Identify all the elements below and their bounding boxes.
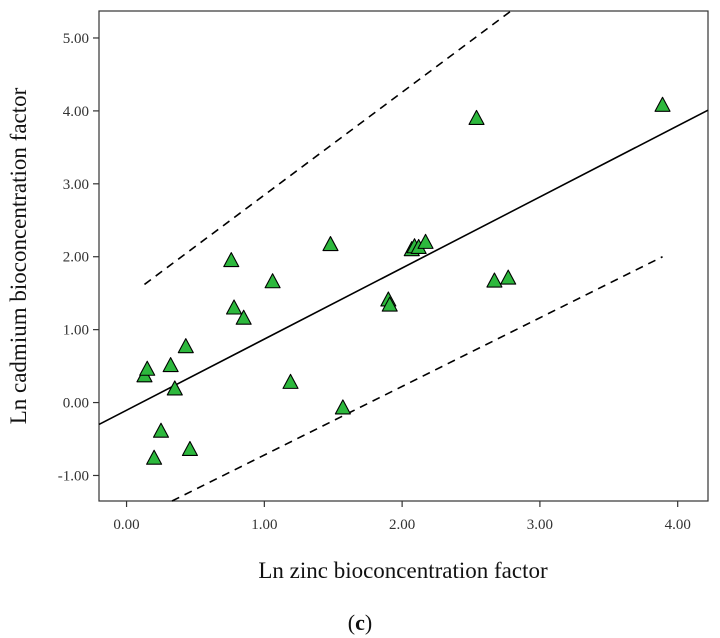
x-axis-label: Ln zinc bioconcentration factor — [258, 558, 548, 583]
data-point — [181, 440, 198, 457]
data-point — [486, 272, 503, 288]
x-tick-label: 4.00 — [665, 517, 691, 533]
data-point — [177, 338, 194, 354]
data-point — [334, 399, 351, 415]
data-point — [162, 357, 179, 373]
y-tick-label: 3.00 — [63, 177, 89, 193]
y-tick-label: 4.00 — [63, 104, 89, 120]
x-tick-label: 3.00 — [527, 517, 553, 533]
plot-frame — [98, 10, 709, 502]
regression-line — [98, 109, 709, 426]
data-point — [654, 96, 671, 112]
data-point — [235, 309, 252, 325]
axis-ticks: 0.00 1.00 2.00 3.00 4.00 -1.00 0.00 1.00 2.00 3.0… — [58, 31, 691, 533]
data-point — [223, 252, 240, 268]
data-point — [417, 233, 434, 249]
x-tick-label: 0.00 — [113, 517, 139, 533]
data-point — [468, 109, 485, 125]
y-tick-label: -1.00 — [58, 468, 89, 484]
data-points — [136, 96, 671, 465]
data-point — [139, 360, 156, 376]
data-point — [322, 236, 339, 252]
x-tick-label: 2.00 — [389, 517, 415, 533]
data-point — [166, 380, 183, 396]
y-tick-label: 5.00 — [63, 31, 89, 47]
data-point — [264, 273, 281, 289]
y-tick-label: 0.00 — [63, 396, 89, 412]
prediction-interval-upper — [143, 10, 512, 286]
regression-lines — [98, 10, 709, 502]
y-tick-label: 1.00 — [63, 323, 89, 339]
panel-label: (c) — [348, 610, 372, 635]
y-tick-label: 2.00 — [63, 250, 89, 266]
data-point — [146, 449, 163, 465]
x-tick-label: 1.00 — [251, 517, 277, 533]
data-point — [282, 373, 299, 389]
prediction-interval-lower — [171, 256, 663, 502]
data-point — [500, 269, 517, 285]
y-axis-label: Ln cadmium bioconcentration factor — [6, 87, 31, 424]
data-point — [381, 296, 398, 312]
data-point — [152, 422, 170, 438]
data-point — [225, 299, 243, 315]
